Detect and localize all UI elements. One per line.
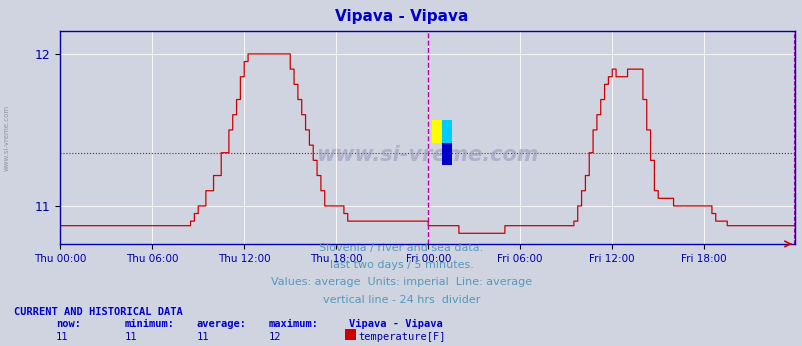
- Text: vertical line - 24 hrs  divider: vertical line - 24 hrs divider: [322, 295, 480, 305]
- Text: temperature[F]: temperature[F]: [358, 332, 445, 342]
- Text: CURRENT AND HISTORICAL DATA: CURRENT AND HISTORICAL DATA: [14, 307, 183, 317]
- Text: last two days / 5 minutes.: last two days / 5 minutes.: [329, 260, 473, 270]
- Bar: [442, 120, 452, 143]
- Text: 11: 11: [124, 332, 137, 342]
- Text: 12: 12: [269, 332, 282, 342]
- Bar: [442, 143, 452, 165]
- Text: Slovenia / river and sea data.: Slovenia / river and sea data.: [319, 243, 483, 253]
- Text: www.si-vreme.com: www.si-vreme.com: [316, 145, 538, 165]
- Text: minimum:: minimum:: [124, 319, 174, 329]
- Text: 11: 11: [56, 332, 69, 342]
- Text: Values: average  Units: imperial  Line: average: Values: average Units: imperial Line: av…: [270, 277, 532, 288]
- Text: Vipava - Vipava: Vipava - Vipava: [334, 9, 468, 24]
- Text: average:: average:: [196, 319, 246, 329]
- Text: Vipava - Vipava: Vipava - Vipava: [349, 319, 443, 329]
- Text: maximum:: maximum:: [269, 319, 318, 329]
- Text: now:: now:: [56, 319, 81, 329]
- Text: www.si-vreme.com: www.si-vreme.com: [3, 105, 10, 172]
- Bar: [431, 120, 442, 143]
- Text: 11: 11: [196, 332, 209, 342]
